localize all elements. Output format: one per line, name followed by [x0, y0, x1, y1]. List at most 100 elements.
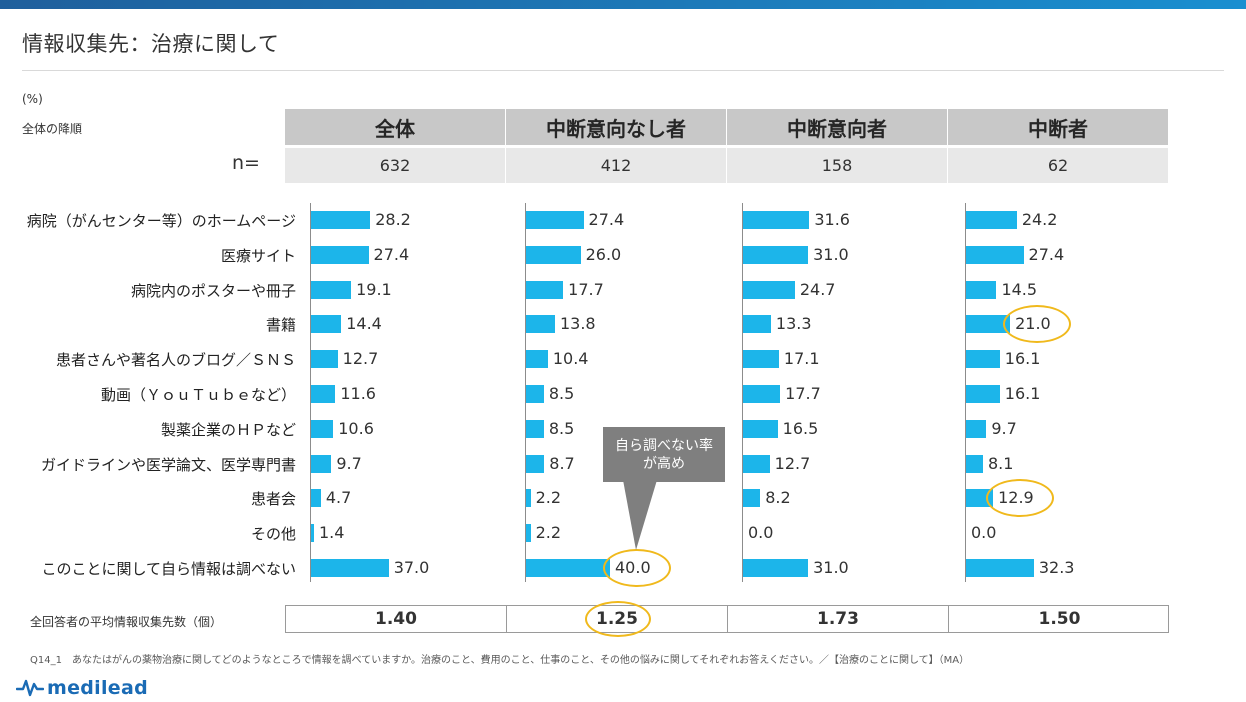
highlight-circle: [603, 549, 671, 587]
callout-line-2: が高め: [643, 455, 685, 472]
bar: [966, 211, 1017, 229]
bar: [966, 315, 1011, 334]
footnote: Q14_1 あなたはがんの薬物治療に関してどのようなところで情報を調べていますか…: [30, 655, 970, 666]
panel-axis: [310, 203, 311, 582]
data-label: 13.3: [775, 314, 812, 334]
pulse-icon: [16, 679, 44, 697]
bar: [743, 454, 770, 473]
bar: [743, 315, 771, 334]
bar: [311, 419, 334, 438]
data-label: 14.5: [1001, 279, 1038, 299]
category-label: 病院内のポスターや冊子: [130, 281, 296, 300]
data-label: 11.6: [340, 384, 376, 403]
average-table: 1.40 1.25 1.73 1.50: [285, 605, 1169, 633]
unit-label: (%): [22, 92, 43, 106]
data-label: 19.1: [356, 279, 392, 299]
bar: [526, 280, 564, 299]
data-label: 13.8: [559, 314, 596, 334]
data-label: 27.4: [373, 244, 410, 264]
category-label: その他: [250, 525, 296, 544]
bar: [743, 211, 810, 229]
data-label: 27.4: [588, 210, 625, 229]
category-label: 患者会: [250, 490, 296, 509]
average-label: 全回答者の平均情報収集先数（個）: [30, 615, 223, 629]
data-label: 31.0: [813, 244, 849, 264]
bar: [743, 280, 795, 299]
data-label: 8.5: [548, 384, 575, 403]
category-label: 病院（がんセンター等）のホームページ: [26, 212, 296, 230]
data-label: 2.2: [535, 488, 562, 508]
panel-axis: [742, 203, 743, 582]
category-label: 患者さんや著名人のブログ／ＳＮＳ: [55, 351, 296, 370]
data-label: 4.7: [325, 488, 352, 508]
column-header: 中断意向なし者: [506, 109, 726, 145]
data-label: 10.6: [338, 418, 374, 438]
sample-size-cell: 158: [727, 148, 947, 183]
data-label: 28.2: [375, 210, 411, 229]
data-label: 9.7: [336, 453, 362, 473]
bar: [526, 489, 531, 508]
average-cell: 1.73: [728, 606, 949, 632]
sample-size-cell: 632: [285, 148, 505, 183]
data-label: 9.7: [991, 418, 1017, 438]
bar: [526, 454, 545, 473]
data-label: 27.4: [1028, 244, 1065, 264]
bar: [743, 350, 779, 369]
sort-note: 全体の降順: [22, 122, 83, 136]
data-label: 10.4: [552, 349, 589, 369]
data-label: 2.2: [535, 523, 562, 543]
bar: [966, 245, 1024, 264]
company-logo: medilead: [16, 677, 148, 699]
bar: [743, 489, 761, 508]
category-label: 書籍: [265, 316, 296, 335]
bar: [311, 211, 371, 229]
bar: [526, 559, 610, 577]
category-label: 医療サイト: [220, 246, 296, 265]
column-header: 中断者: [948, 109, 1168, 145]
bar: [526, 245, 581, 264]
bar: [966, 350, 1000, 369]
column-header: 中断意向者: [727, 109, 947, 145]
bar: [526, 419, 544, 438]
bar: [743, 385, 781, 403]
bar: [966, 454, 983, 473]
data-label: 14.4: [346, 314, 382, 334]
data-label: 16.1: [1004, 349, 1041, 369]
bar: [526, 211, 584, 229]
callout-box: 自ら調べない率 が高め: [603, 427, 725, 482]
data-label: 8.5: [548, 418, 575, 438]
data-label: 37.0: [393, 558, 430, 577]
bar: [311, 489, 321, 508]
bar: [311, 280, 352, 299]
bar: [311, 245, 369, 264]
bar: [743, 419, 778, 438]
panel-axis: [965, 203, 966, 582]
sample-size-cell: 412: [506, 148, 726, 183]
data-label: 12.7: [342, 349, 379, 369]
highlight-circle: [1003, 305, 1072, 344]
highlight-circle: [986, 479, 1055, 518]
data-label: 31.6: [814, 210, 850, 229]
data-label: 24.7: [799, 279, 836, 299]
bar: [311, 315, 342, 334]
data-label: 0.0: [748, 523, 774, 543]
bar: [743, 245, 809, 264]
bar: [311, 454, 332, 473]
category-label: 動画（ＹｏｕＴｕｂｅなど）: [100, 386, 296, 404]
callout-pointer: [623, 480, 657, 550]
data-label: 12.7: [774, 453, 811, 473]
bar: [311, 350, 338, 369]
data-label: 1.4: [318, 523, 345, 543]
data-label: 16.1: [1004, 384, 1041, 403]
column-header: 全体: [285, 109, 505, 145]
average-cell: 1.50: [1038, 609, 1081, 629]
data-label: 17.7: [785, 384, 821, 403]
data-label: 17.7: [568, 279, 604, 299]
data-label: 17.1: [783, 349, 820, 369]
sample-size-cell: 62: [948, 148, 1168, 183]
bar: [966, 385, 1000, 403]
category-label: ガイドラインや医学論文、医学専門書: [40, 455, 296, 474]
bar: [526, 315, 555, 334]
data-label: 32.3: [1038, 558, 1075, 577]
bar: [311, 524, 314, 543]
